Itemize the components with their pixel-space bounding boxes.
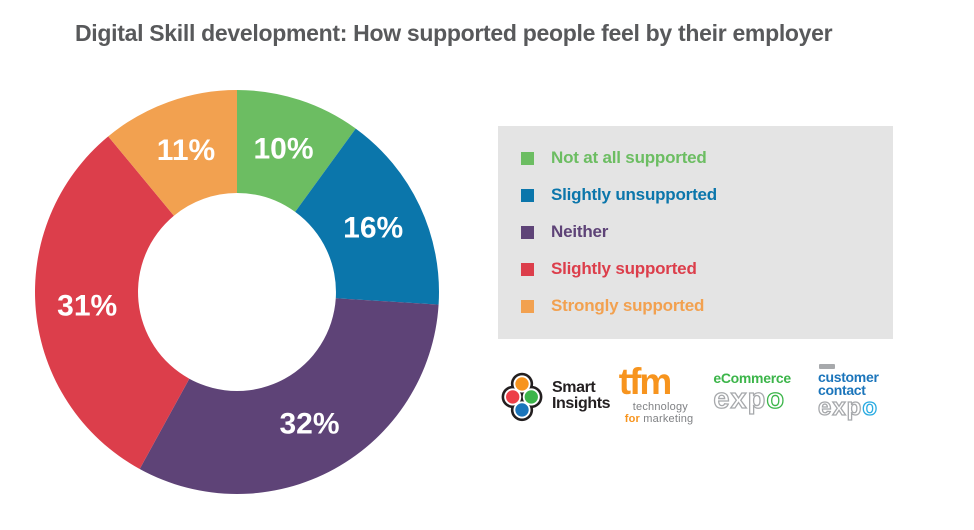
legend-label: Slightly supported [551,259,697,278]
donut-value-label: 32% [279,407,339,440]
legend-item-3: Neither [521,222,893,241]
tfm-tagline-accent: for [624,413,641,425]
donut-value-label: 31% [57,290,117,323]
donut-value-label: 16% [343,211,403,244]
small-logo-mark-icon [818,364,835,369]
donut-value-label: 11% [157,134,215,167]
logo-tfm: tfm technology for marketing [618,361,705,425]
smart-insights-icon [501,372,543,422]
legend-swatch-icon [521,225,534,239]
tfm-tagline-2: for marketing [625,413,705,425]
logo-ecommerce-expo: eCommerce expo [713,370,809,415]
legend-swatch-icon [521,151,534,165]
customer-contact-word-1: customer [817,369,879,385]
ecommerce-wordmark: eCommerce [713,370,791,386]
legend-label: Neither [551,222,609,241]
ecommerce-expo-outline: exp [713,383,767,415]
ecommerce-expo-accent-o: o [766,383,786,415]
smart-insights-word-1: Smart [552,379,596,396]
smart-insights-wordmark: Smart Insights [552,379,611,412]
legend-swatch-icon [521,262,534,276]
legend-label: Not at all supported [551,148,707,167]
legend-swatch-icon [521,188,534,202]
logo-row: Smart Insights tfm technology for market… [498,361,892,430]
donut-segment-2 [295,128,439,305]
legend-label: Slightly unsupported [551,185,717,204]
customer-contact-expo-accent-o: o [862,394,878,421]
tfm-wordmark: tfm [618,361,673,402]
ecommerce-expo-word: expo [713,383,809,415]
smart-insights-word-2: Insights [552,395,611,412]
legend-label: Strongly supported [551,296,705,315]
donut-segment-4 [35,136,190,470]
logo-smart-insights: Smart Insights [498,370,611,422]
page-title: Digital Skill development: How supported… [75,20,833,46]
chart-legend: Not at all supported Slightly unsupported… [498,126,893,339]
tfm-tagline-1: technology [632,401,688,413]
customer-contact-expo-outline: exp [817,394,863,421]
tfm-tagline-rest: marketing [640,413,694,425]
donut-chart: 10% 16% 32% 31% 11% [35,90,439,494]
donut-value-label: 10% [253,132,313,165]
logo-customer-contact-expo: customer contact expo [817,364,892,421]
legend-item-5: Strongly supported [521,296,893,315]
legend-item-2: Slightly unsupported [521,185,893,204]
legend-swatch-icon [521,299,534,313]
legend-item-4: Slightly supported [521,259,893,278]
customer-contact-expo-word: expo [817,394,892,421]
donut-segment-5 [108,90,238,216]
legend-item-1: Not at all supported [521,148,893,167]
donut-segment-1 [237,90,356,212]
donut-segment-3 [139,298,439,494]
customer-contact-word-2: contact [817,382,866,398]
